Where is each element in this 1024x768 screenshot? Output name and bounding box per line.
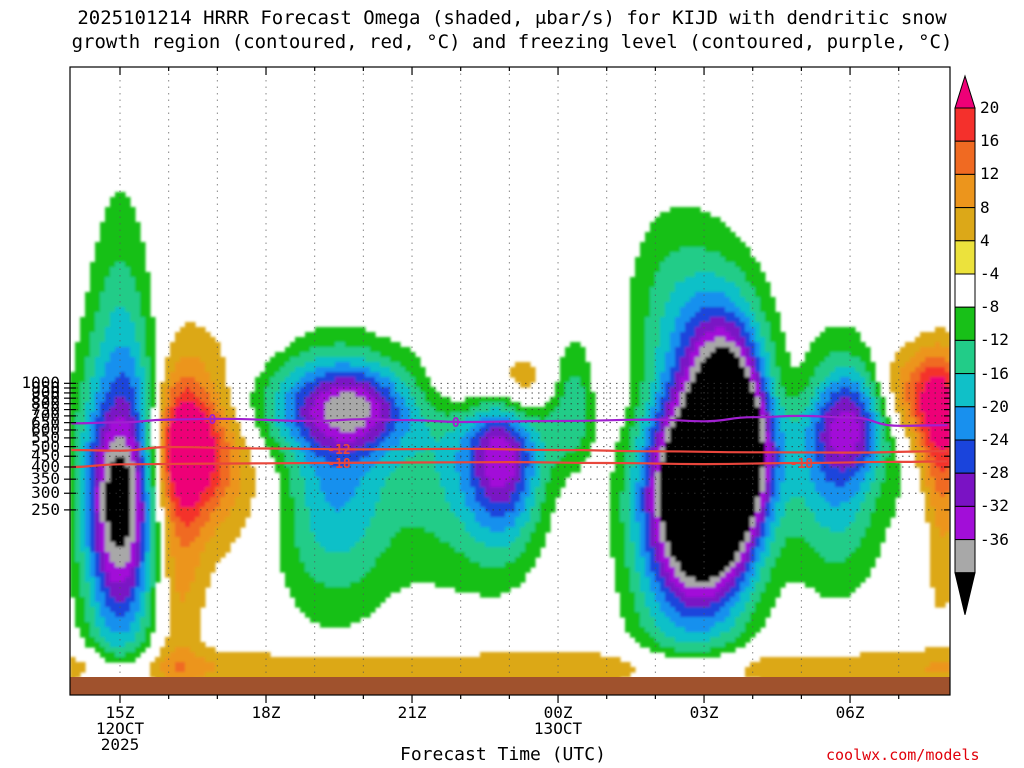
colorbar-label: 4 (980, 230, 990, 250)
y-tick-label: 250 (31, 499, 60, 519)
contour-0 (71, 414, 948, 427)
y-tick-label: 650 (31, 412, 60, 432)
colorbar-extend-top (954, 74, 976, 109)
colorbar-segment (954, 173, 976, 209)
y-tick-label: 500 (31, 436, 60, 456)
colorbar-label: -28 (980, 463, 1009, 483)
colorbar-label: -24 (980, 430, 1009, 449)
colorbar-segment (954, 240, 976, 275)
contour-label: 0 (452, 416, 460, 431)
colorbar-label: 8 (980, 197, 990, 217)
x-axis-title: Forecast Time (UTC) (400, 744, 606, 765)
y-tick-label: 950 (31, 378, 60, 397)
y-tick-label: 900 (31, 382, 60, 402)
y-tick-label: 850 (31, 388, 60, 408)
contour--12 (71, 445, 948, 454)
colorbar-label: -8 (980, 297, 1000, 317)
colorbar-label: -16 (980, 363, 1009, 383)
x-tick-label: 18Z (251, 703, 281, 722)
colorbar-label: 16 (980, 131, 1000, 151)
axis-ticks (64, 67, 950, 703)
colorbar-segment (954, 439, 976, 474)
colorbar-segment (954, 140, 976, 175)
colorbar-segment (954, 472, 976, 507)
colorbar-label: -36 (980, 529, 1009, 549)
y-tick-label: 550 (31, 427, 60, 447)
colorbar-extend-bottom (954, 572, 976, 615)
y-tick-label: 400 (31, 456, 60, 476)
colorbar-segment (954, 539, 976, 574)
x-tick-label: 00Z (543, 703, 573, 722)
y-tick-label: 750 (31, 399, 60, 419)
colorbar-label: 20 (980, 98, 1000, 117)
plot-frame (69, 66, 951, 696)
x-tick-sublabel: 2025 (100, 735, 140, 754)
y-tick-label: 800 (31, 393, 60, 413)
credit-link[interactable]: coolwx.com/models (826, 746, 980, 764)
colorbar-label: 12 (980, 164, 1000, 184)
colorbar-label: -4 (980, 264, 1000, 283)
colorbar-segment (954, 273, 976, 308)
y-tick-label: 700 (31, 405, 60, 425)
y-tick-label: 1000 (21, 373, 60, 393)
ground-layer (70, 677, 950, 695)
contour-label: -12 (327, 443, 350, 458)
contour-label: 0 (209, 413, 217, 428)
x-tick-label: 21Z (397, 703, 427, 722)
colorbar-label: -20 (980, 396, 1009, 416)
colorbar-label: -32 (980, 496, 1009, 516)
colorbar (954, 74, 976, 615)
chart-title: 2025101214 HRRR Forecast Omega (shaded, … (71, 7, 953, 53)
contour--18 (71, 460, 948, 469)
colorbar-segment (954, 306, 976, 341)
y-tick-label: 300 (31, 483, 60, 503)
colorbar-segment (954, 373, 976, 408)
colorbar-label: -12 (980, 330, 1009, 350)
colorbar-segment (954, 339, 976, 375)
grid-lines (70, 67, 950, 695)
colorbar-segment (954, 505, 976, 541)
x-tick-sublabel: 13OCT (533, 719, 583, 738)
contour-lines (71, 414, 948, 469)
x-tick-label: 03Z (689, 703, 719, 722)
omega-field (70, 192, 950, 695)
y-tick-label: 350 (31, 469, 60, 489)
contour-labels: -18 -18-120 0 (209, 413, 814, 472)
colorbar-segment (954, 406, 976, 441)
y-tick-label: 600 (31, 419, 60, 439)
contour-label: -18 (327, 457, 351, 472)
colorbar-segment (954, 107, 976, 142)
contour-label: -18 (790, 457, 814, 472)
x-tick-label: 06Z (835, 703, 865, 722)
x-tick-label: 15Z (105, 703, 135, 722)
x-tick-sublabel: 12OCT (95, 719, 145, 738)
colorbar-segment (954, 207, 976, 242)
y-tick-label: 450 (31, 446, 60, 466)
